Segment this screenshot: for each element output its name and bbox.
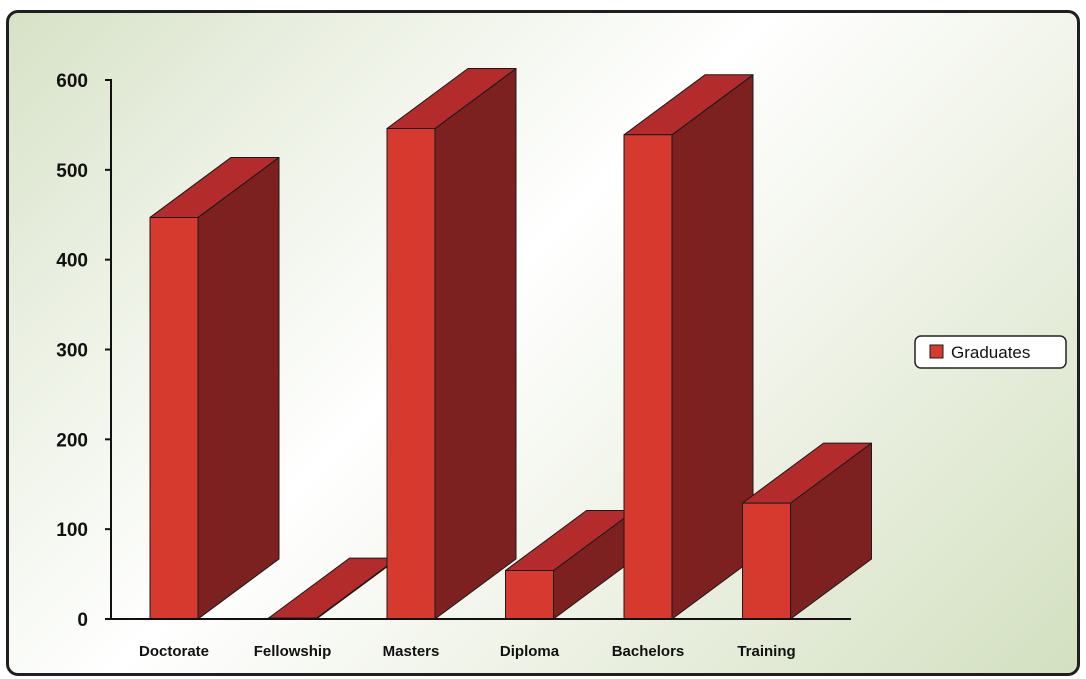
- chart-frame: 0 100 200 300 400 500 600 Doctorate Fellowship M…: [6, 10, 1080, 676]
- y-tick-label: 200: [56, 430, 88, 451]
- bar-side: [434, 68, 517, 620]
- bar-front: [623, 134, 673, 620]
- bar-bachelors: [623, 74, 754, 620]
- y-tick-label: 500: [56, 161, 88, 182]
- x-axis-labels: Doctorate Fellowship Masters Diploma Bachelo…: [139, 643, 796, 660]
- y-tick-label: 600: [56, 71, 88, 92]
- bar-fellowship: [268, 557, 398, 620]
- x-tick-label: Fellowship: [254, 643, 332, 660]
- bar-front: [742, 502, 791, 620]
- x-tick-label: Bachelors: [612, 643, 685, 660]
- y-tick-label: 300: [56, 341, 88, 362]
- bar-training: [742, 442, 872, 620]
- legend: Graduates: [914, 335, 1067, 369]
- bar-front: [149, 216, 199, 620]
- y-tick-label: 0: [77, 610, 88, 631]
- legend-swatch: [929, 344, 944, 359]
- x-tick-label: Training: [737, 643, 795, 660]
- x-tick-label: Masters: [383, 643, 440, 660]
- bar-side: [671, 74, 754, 620]
- legend-box: [914, 335, 1067, 369]
- y-tick-label: 400: [56, 251, 88, 272]
- bar-front: [505, 569, 554, 620]
- x-tick-label: Diploma: [500, 643, 560, 660]
- y-tick-label: 100: [56, 520, 88, 541]
- bar-doctorate: [149, 156, 280, 620]
- bar-diploma: [505, 509, 635, 620]
- bar-side: [197, 156, 280, 620]
- bars-layer: [149, 68, 872, 620]
- bar-front: [386, 128, 436, 620]
- x-tick-label: Doctorate: [139, 643, 209, 660]
- bar-chart: 0 100 200 300 400 500 600 Doctorate Fellowship M…: [56, 68, 1067, 660]
- bar-masters: [386, 68, 517, 620]
- y-axis: 0 100 200 300 400 500 600: [56, 71, 851, 631]
- legend-label: Graduates: [951, 343, 1030, 362]
- bar-top: [268, 557, 398, 619]
